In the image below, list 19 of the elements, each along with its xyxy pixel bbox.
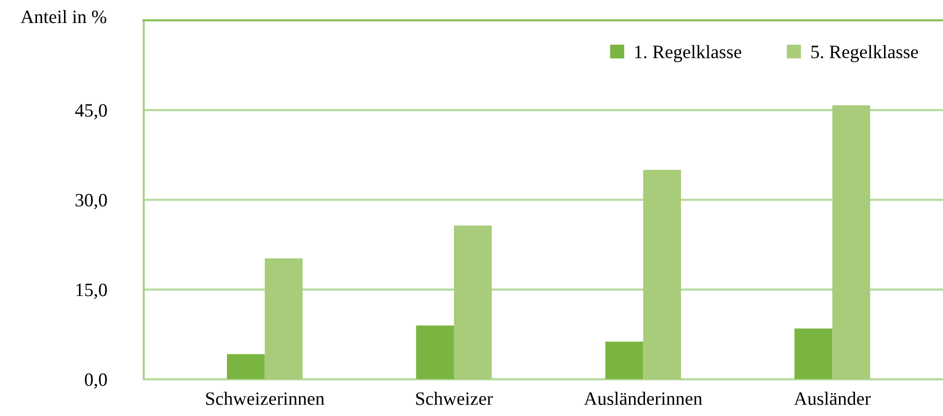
x-tick-label: Ausländerinnen [584,392,702,405]
bar [226,354,265,380]
bar [264,258,303,380]
x-tick-label: Schweizerinnen [206,392,324,405]
bar [832,105,870,380]
bar [416,325,454,380]
bar [454,226,492,380]
bar [605,342,644,380]
y-tick-label: 0,0 [84,373,107,389]
legend-label: 5. Regelklasse [811,45,918,62]
y-axis-title: Anteil in % [20,10,106,24]
y-tick-label: 30,0 [76,194,107,210]
x-tick-label: Schweizer [416,392,493,405]
bar [794,328,832,380]
bar [643,170,681,380]
y-tick-label: 15,0 [76,284,107,299]
x-tick-label: Ausländer [794,392,871,405]
legend-label: 1. Regelklasse [635,45,742,62]
y-tick-label: 45,0 [75,104,107,120]
